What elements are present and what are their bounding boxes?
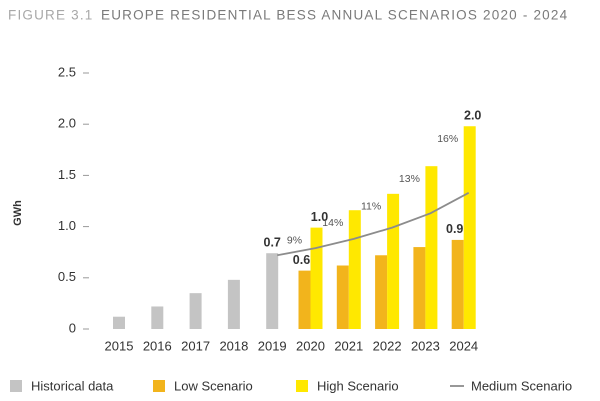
bar [151,306,164,329]
chart-title: EUROPE RESIDENTIAL BESS ANNUAL SCENARIOS… [101,8,568,23]
bar [463,126,476,329]
data-label: 1.0 [311,210,328,224]
x-tick-label: 2015 [105,338,134,353]
x-tick-label: 2020 [296,338,325,353]
growth-label: 13% [399,173,420,185]
legend-label: Low Scenario [174,378,253,393]
legend-swatch [10,380,22,392]
bar [113,316,125,329]
legend-label: High Scenario [317,378,399,393]
legend-label: Medium Scenario [471,378,572,393]
y-tick-label: 1.0 [58,218,76,233]
growth-label: 9% [287,234,302,246]
growth-label: 11% [361,201,381,213]
y-tick-label: 2.0 [58,116,76,131]
data-label: 0.6 [293,253,310,267]
x-tick-label: 2016 [143,338,172,353]
y-tick-label: 1.5 [58,167,76,182]
legend-swatch [153,380,165,392]
growth-label: 16% [437,133,458,145]
figure-label: FIGURE 3.1 [8,8,94,23]
bar [375,255,388,329]
x-tick-label: 2022 [373,338,402,353]
data-label: 0.9 [446,222,463,236]
x-tick-label: 2018 [219,338,248,353]
x-tick-label: 2024 [449,338,478,353]
bar [387,193,400,329]
growth-label: 14% [322,217,343,229]
bar [425,166,438,329]
data-label: 0.7 [264,236,281,250]
bar [413,247,426,329]
bar [348,210,361,329]
bar [451,239,464,329]
bar [266,253,279,329]
legend-label: Historical data [31,378,114,393]
x-tick-label: 2021 [334,338,363,353]
x-tick-label: 2019 [258,338,287,353]
x-tick-label: 2023 [411,338,440,353]
x-tick-label: 2017 [181,338,210,353]
y-tick-label: 0.5 [58,269,76,284]
legend-swatch [296,380,308,392]
bar [227,279,240,329]
y-axis-label: GWh [12,200,24,226]
bar [310,227,323,329]
bar [298,270,311,329]
bar [336,265,349,329]
data-label: 2.0 [464,109,481,123]
medium-line [277,192,470,257]
y-tick-label: 0 [69,320,76,335]
y-tick-label: 2.5 [58,64,76,79]
bar [189,293,202,329]
